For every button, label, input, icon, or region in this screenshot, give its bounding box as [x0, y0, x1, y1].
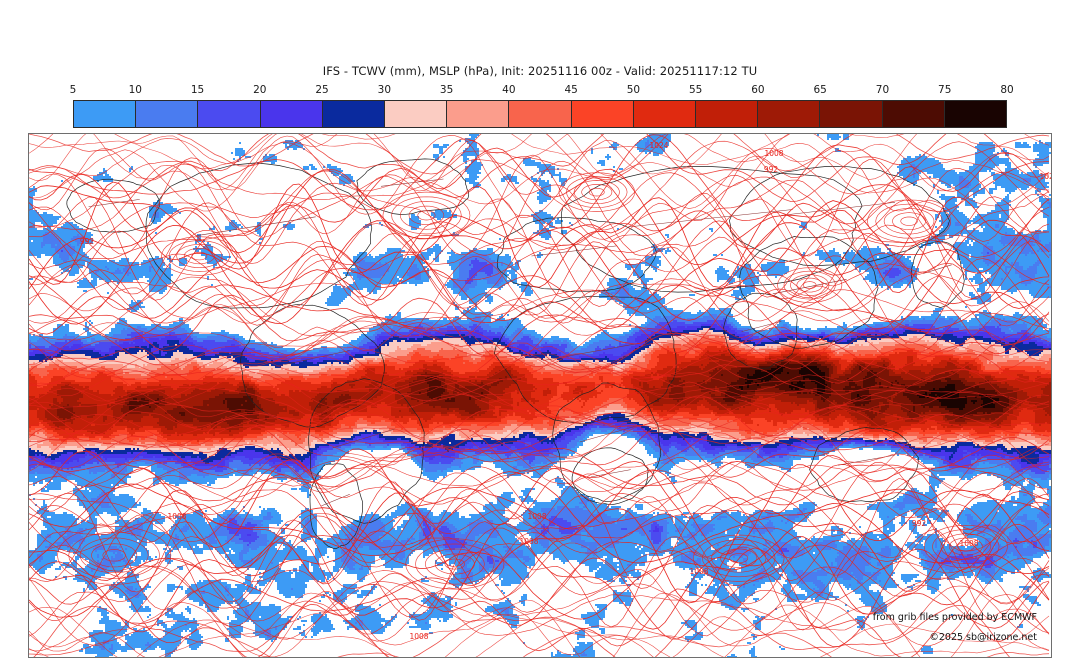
colorbar-tick: 40 — [502, 84, 515, 96]
colorbar-tick: 35 — [440, 84, 453, 96]
copyright-credit: ©2025 sb@irizone.net — [929, 632, 1037, 643]
colorbar-segments — [73, 100, 1007, 128]
colorbar-segment — [74, 101, 136, 127]
colorbar-segment — [820, 101, 882, 127]
colorbar-tick: 55 — [689, 84, 702, 96]
colorbar-tick: 80 — [1000, 84, 1013, 96]
colorbar-segment — [136, 101, 198, 127]
colorbar-tick: 5 — [70, 84, 77, 96]
colorbar-tick: 45 — [564, 84, 577, 96]
colorbar-tick: 65 — [814, 84, 827, 96]
colorbar-tick: 60 — [751, 84, 764, 96]
colorbar-segment — [198, 101, 260, 127]
colorbar-segment — [883, 101, 945, 127]
colorbar-tick: 15 — [191, 84, 204, 96]
colorbar-segment — [509, 101, 571, 127]
colorbar-segment — [634, 101, 696, 127]
colorbar-tick-labels: 5 10 15 20 25 30 35 40 45 50 55 60 65 70 75 80 — [73, 84, 1007, 98]
colorbar — [73, 100, 1007, 128]
colorbar-segment — [758, 101, 820, 127]
colorbar-tick: 70 — [876, 84, 889, 96]
data-source-credit: from grib files provided by ECMWF — [873, 612, 1037, 623]
colorbar-segment — [572, 101, 634, 127]
page-title: IFS - TCWV (mm), MSLP (hPa), Init: 20251… — [0, 64, 1080, 78]
colorbar-tick: 10 — [129, 84, 142, 96]
colorbar-tick: 50 — [627, 84, 640, 96]
colorbar-tick: 25 — [315, 84, 328, 96]
colorbar-tick: 20 — [253, 84, 266, 96]
map-field-render: 1024100899210249921008100899210081008100… — [29, 134, 1051, 657]
colorbar-segment — [323, 101, 385, 127]
colorbar-tick: 75 — [938, 84, 951, 96]
colorbar-segment — [385, 101, 447, 127]
colorbar-tick: 30 — [378, 84, 391, 96]
colorbar-segment — [696, 101, 758, 127]
map-canvas[interactable]: 1024100899210249921008100899210081008100… — [28, 133, 1052, 658]
colorbar-segment — [447, 101, 509, 127]
colorbar-segment — [945, 101, 1006, 127]
colorbar-segment — [261, 101, 323, 127]
